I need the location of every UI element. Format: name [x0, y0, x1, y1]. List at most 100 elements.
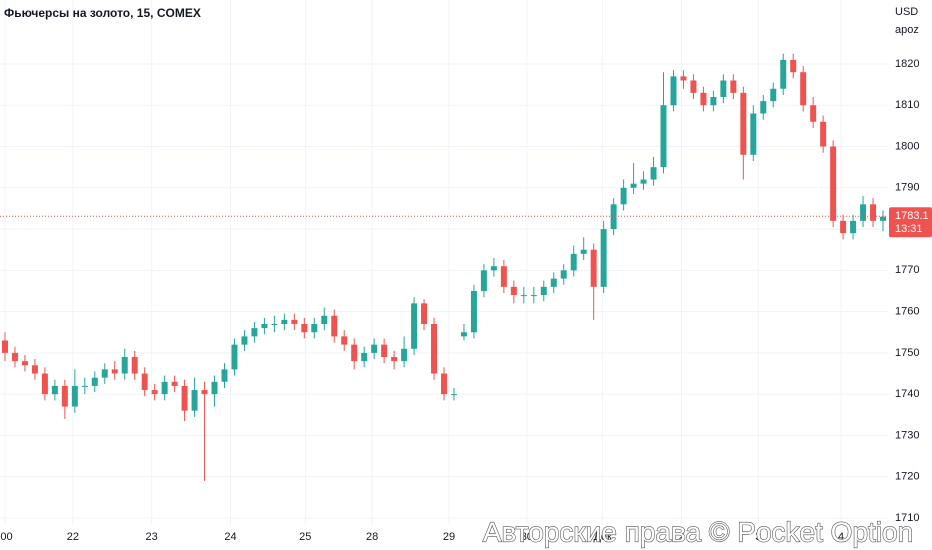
y-tick-label: 1810	[895, 99, 919, 111]
candle-body	[580, 249, 587, 254]
y-tick-label: 1820	[895, 58, 919, 70]
candles	[1, 53, 887, 481]
x-tick-label: 24	[224, 531, 236, 543]
candle-body	[880, 216, 887, 221]
candle-body	[840, 220, 847, 234]
candle-body	[51, 385, 58, 395]
candle-body	[530, 295, 537, 297]
x-tick-label: 29	[443, 531, 455, 543]
candle-body	[61, 385, 68, 407]
candle-body	[91, 377, 98, 386]
candle-body	[780, 59, 787, 89]
candle-body	[361, 352, 368, 362]
candle-body	[570, 253, 577, 271]
candle-body	[171, 381, 178, 386]
y-tick-label: 1790	[895, 182, 919, 194]
candle-body	[770, 88, 777, 102]
y-tick-label: 1720	[895, 471, 919, 483]
candle-body	[271, 323, 278, 325]
candle-body	[141, 373, 148, 391]
x-tick-label: 25	[299, 531, 311, 543]
currency: USD	[895, 6, 918, 18]
candle-body	[421, 303, 428, 324]
candle-body	[850, 220, 857, 234]
candle-body	[321, 315, 328, 324]
candle-body	[1, 340, 8, 353]
candle-body	[351, 344, 358, 362]
x-tick-label: 23	[146, 531, 158, 543]
candle-body	[830, 146, 837, 221]
candle-body	[860, 204, 867, 221]
candle-body	[41, 373, 48, 395]
grid	[0, 0, 888, 525]
last-price-label: 1783.1	[895, 210, 929, 222]
candle-body	[181, 385, 188, 411]
x-tick-label: Дек	[593, 531, 612, 543]
candle-body	[31, 365, 38, 374]
candle-body	[241, 336, 248, 345]
x-tick-label: 28	[366, 531, 378, 543]
chart-title: Фьючерсы на золото, 15, COMEX	[4, 6, 201, 20]
candle-body	[201, 390, 208, 395]
candle-body	[221, 369, 228, 382]
watermark: Авторские права © Pocket Option	[483, 516, 913, 547]
y-tick-label: 1730	[895, 429, 919, 441]
candle-body	[510, 286, 517, 296]
candle-body	[710, 96, 717, 106]
candle-body	[680, 76, 687, 81]
y-tick-label: 1800	[895, 140, 919, 152]
candle-body	[660, 105, 667, 168]
candle-body	[131, 357, 138, 374]
candle-body	[550, 278, 557, 287]
candle-body	[590, 249, 597, 287]
candle-body	[301, 323, 308, 333]
candle-body	[500, 266, 507, 287]
candle-body	[211, 381, 218, 395]
candle-body	[790, 59, 797, 73]
x-tick-label: 2	[678, 531, 684, 543]
candle-body	[750, 113, 757, 155]
candle-body	[810, 105, 817, 122]
candle-body	[690, 80, 697, 93]
candle-body	[560, 270, 567, 279]
candle-body	[540, 286, 547, 296]
candle-body	[431, 323, 438, 374]
y-tick-label: 1710	[895, 512, 919, 524]
candle-body	[600, 229, 607, 287]
y-tick-label: 1770	[895, 264, 919, 276]
candle-body	[111, 369, 118, 374]
axis-mode: apoz	[895, 24, 919, 36]
candle-body	[610, 204, 617, 230]
candle-body	[760, 101, 767, 114]
candle-body	[251, 328, 258, 337]
candle-body	[450, 394, 457, 396]
candle-body	[401, 348, 408, 362]
candle-body	[371, 344, 378, 353]
candle-body	[730, 80, 737, 93]
x-tick-label: 3	[755, 531, 761, 543]
candle-body	[311, 323, 318, 333]
x-tick-label: 22	[67, 531, 79, 543]
candle-body	[620, 187, 627, 205]
candle-body	[640, 179, 647, 184]
candle-body	[480, 270, 487, 291]
y-tick-label: 1750	[895, 347, 919, 359]
candle-body	[520, 295, 527, 297]
candle-body	[470, 290, 477, 333]
candle-body	[331, 315, 338, 337]
x-tick-label: 4	[838, 531, 844, 543]
candle-body	[720, 80, 727, 97]
candle-body	[490, 266, 497, 271]
y-tick-label: 1740	[895, 388, 919, 400]
candle-body	[231, 344, 238, 370]
candle-body	[391, 357, 398, 362]
candle-body	[460, 332, 467, 337]
candle-body	[11, 352, 18, 362]
candle-body	[151, 390, 158, 395]
candle-body	[161, 381, 168, 395]
candle-body	[21, 361, 28, 366]
x-tick-label: :00	[0, 531, 13, 543]
countdown-label: 13:31	[895, 223, 923, 235]
candle-body	[71, 385, 78, 407]
